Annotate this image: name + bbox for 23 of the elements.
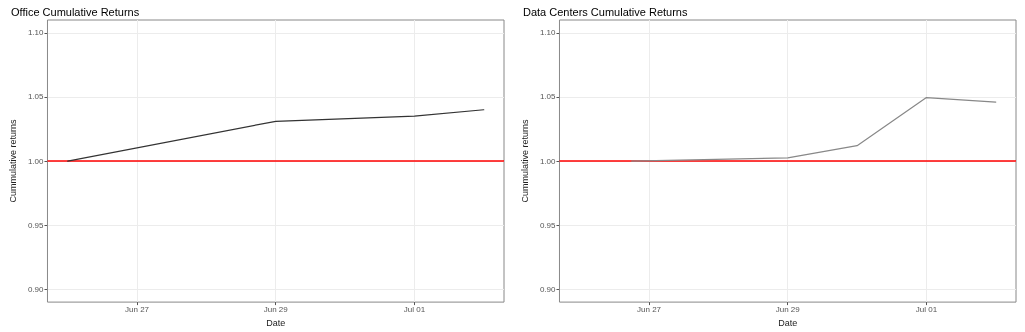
y-tick-label: 1.05 (539, 92, 557, 102)
y-tick-label: 0.90 (539, 284, 557, 294)
x-axis-title: Date (778, 317, 798, 328)
x-axis-title: Date (266, 317, 286, 328)
x-tick-label: Jun 29 (263, 304, 289, 314)
line-series (67, 109, 485, 162)
y-tick-label: 1.00 (27, 156, 45, 166)
y-axis-title: Cummulative returns (7, 119, 18, 203)
y-tick-label: 0.95 (27, 220, 45, 230)
y-tick-label: 1.00 (539, 156, 557, 166)
y-tick-label: 0.95 (539, 220, 557, 230)
x-tick-label: Jun 27 (637, 304, 662, 314)
y-tick-label: 1.10 (27, 28, 45, 38)
chart-title: Data Centers Cumulative Returns (523, 5, 688, 18)
y-axis-title: Cummulative returns (519, 119, 530, 203)
x-tick-label: Jul 01 (915, 304, 938, 314)
x-tick-label: Jun 29 (775, 304, 801, 314)
y-tick-label: 1.10 (539, 28, 557, 38)
chart-title: Office Cumulative Returns (11, 5, 140, 18)
y-tick-label: 0.90 (27, 284, 45, 294)
x-tick-label: Jun 27 (125, 304, 150, 314)
y-tick-label: 1.05 (27, 92, 45, 102)
x-tick-label: Jul 01 (403, 304, 426, 314)
